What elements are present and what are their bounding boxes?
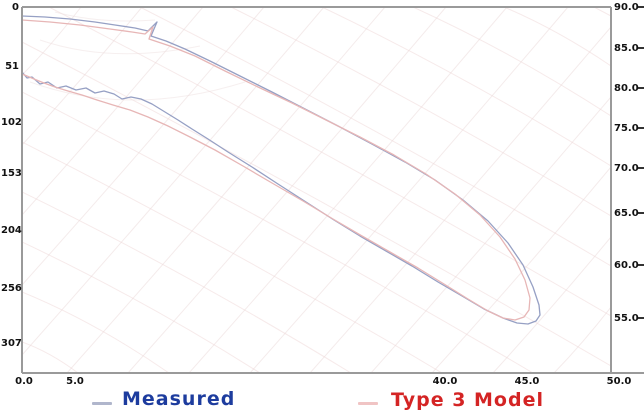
legend-label-measured: Measured bbox=[122, 388, 236, 410]
left-axis-tick-label: 204 bbox=[1, 225, 22, 236]
left-axis-tick-label: 102 bbox=[1, 117, 22, 128]
legend-label-model: Type 3 Model bbox=[391, 389, 544, 411]
right-axis-tick-label: 55.0 bbox=[614, 313, 639, 324]
background-grid bbox=[22, 7, 611, 373]
series-measured bbox=[22, 15, 541, 325]
bottom-axis-tick-label: 0.0 bbox=[15, 376, 33, 387]
bottom-axis-tick-label: 5.0 bbox=[66, 376, 84, 387]
right-axis-tick-label: 65.0 bbox=[614, 208, 639, 219]
left-axis-tick-label: 153 bbox=[1, 168, 22, 179]
contour-curves bbox=[22, 15, 541, 325]
bottom-axis-tick-label: 45.0 bbox=[514, 376, 540, 387]
left-axis-tick-label: 51 bbox=[5, 61, 19, 72]
right-axis-tick-label: 70.0 bbox=[614, 163, 639, 174]
left-axis-tick-label: 256 bbox=[1, 283, 22, 294]
right-axis-tick-label: 80.0 bbox=[614, 83, 639, 94]
right-axis-tick-label: 75.0 bbox=[614, 123, 639, 134]
left-axis-tick-label: 307 bbox=[1, 338, 22, 349]
bottom-axis-tick-label: 40.0 bbox=[432, 376, 458, 387]
bottom-axis-tick-label: 50.0 bbox=[606, 376, 632, 387]
right-axis-ticks bbox=[637, 6, 644, 319]
series-type-3-model bbox=[22, 19, 531, 321]
right-axis-tick-label: 85.0 bbox=[614, 43, 639, 54]
left-axis-tick-label: 0 bbox=[12, 2, 19, 13]
right-axis-tick-label: 60.0 bbox=[614, 260, 639, 271]
legend: Measured Type 3 Model bbox=[0, 388, 644, 414]
plot-frame bbox=[21, 6, 644, 374]
measured-line-swatch bbox=[92, 402, 112, 405]
right-axis-tick-label: 90.0 bbox=[614, 2, 639, 13]
model-line-swatch bbox=[358, 402, 378, 405]
